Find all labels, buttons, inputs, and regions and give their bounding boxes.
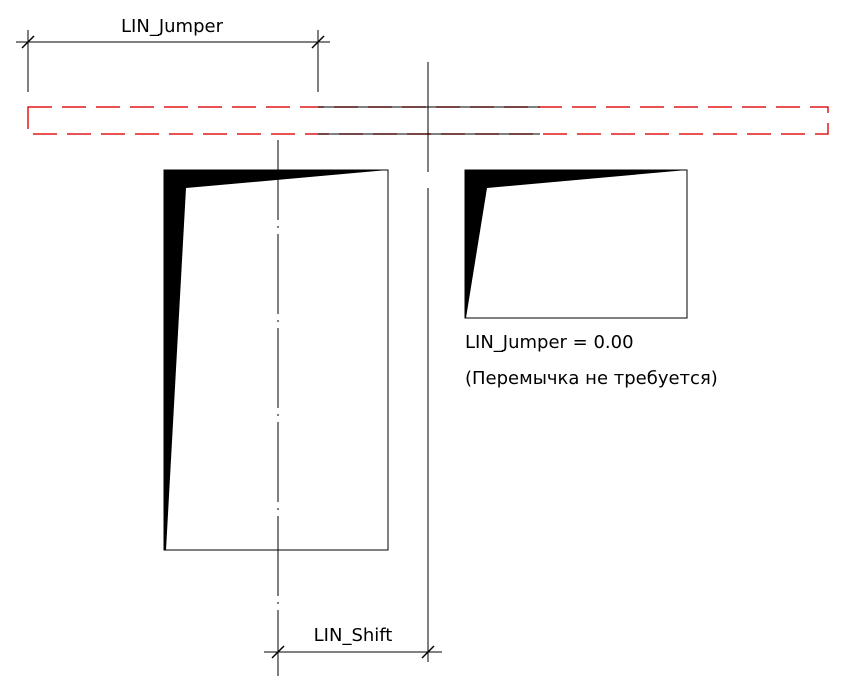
jumper-dimension [16,30,330,92]
left-opening-hatch [164,170,388,550]
jumper-not-required-label: (Перемычка не требуется) [465,368,718,389]
right-opening [464,169,688,319]
shift-dimension [264,645,442,659]
wall-lines [318,106,540,135]
jumper-dimension-label: LIN_Jumper [121,16,224,37]
shift-dimension-label: LIN_Shift [314,625,393,646]
jumper-value-label: LIN_Jumper = 0.00 [465,332,634,353]
right-opening-hatch [465,170,687,318]
left-opening [163,169,389,551]
